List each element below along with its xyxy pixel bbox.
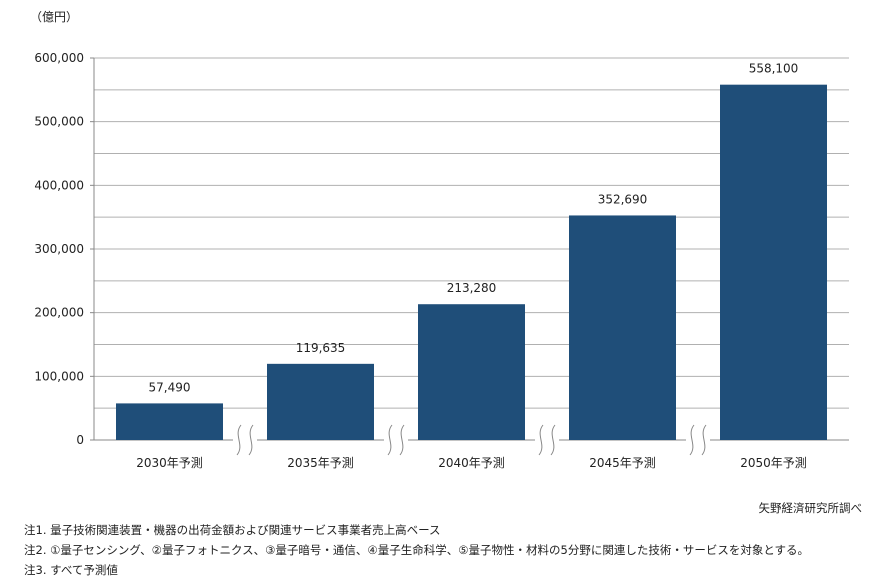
- x-tick-label: 2050年予測: [740, 456, 807, 470]
- bar: [720, 84, 827, 440]
- axis-break-icon: [538, 424, 544, 456]
- data-label: 213,280: [447, 281, 497, 295]
- axis-break-icon: [701, 424, 707, 456]
- bar: [116, 403, 223, 440]
- axis-break-icon: [248, 424, 254, 456]
- bar: [569, 215, 676, 440]
- axis-break-icon: [689, 424, 695, 456]
- note-1: 注1. 量子技術関連装置・機器の出荷金額および関連サービス事業者売上高ベース: [24, 523, 441, 537]
- bar: [418, 304, 525, 440]
- bar: [267, 363, 374, 440]
- x-tick-label: 2030年予測: [136, 456, 203, 470]
- axis-break-gap: [384, 438, 408, 443]
- x-tick-label: 2035年予測: [287, 456, 354, 470]
- axis-break-icon: [236, 424, 242, 456]
- y-tick-label: 0: [76, 433, 84, 447]
- y-tick-label: 600,000: [34, 51, 84, 65]
- data-label: 352,690: [598, 192, 648, 206]
- axis-break-icon: [387, 424, 393, 456]
- y-tick-label: 200,000: [34, 306, 84, 320]
- bar-chart: 0 100,000 200,000 300,000 400,000 500,000 600,…: [34, 51, 849, 470]
- y-tick-label: 300,000: [34, 242, 84, 256]
- data-label: 119,635: [296, 341, 346, 355]
- data-label: 558,100: [749, 62, 799, 76]
- y-tick-label: 100,000: [34, 369, 84, 383]
- axis-break-icon: [550, 424, 556, 456]
- axis-break-gap: [686, 438, 710, 443]
- y-tick-label: 400,000: [34, 178, 84, 192]
- y-axis-unit-label: （億円）: [30, 10, 79, 24]
- note-2: 注2. ①量子センシング、②量子フォトニクス、③量子暗号・通信、④量子生命科学、…: [24, 543, 809, 557]
- note-3: 注3. すべて予測値: [24, 563, 118, 577]
- axis-break-gap: [233, 438, 257, 443]
- y-tick-label: 500,000: [34, 115, 84, 129]
- source-label: 矢野経済研究所調べ: [758, 501, 863, 515]
- data-label: 57,490: [149, 380, 191, 394]
- x-tick-label: 2040年予測: [438, 456, 505, 470]
- axis-break-icon: [399, 424, 405, 456]
- axis-break-gap: [535, 438, 559, 443]
- x-tick-label: 2045年予測: [589, 456, 656, 470]
